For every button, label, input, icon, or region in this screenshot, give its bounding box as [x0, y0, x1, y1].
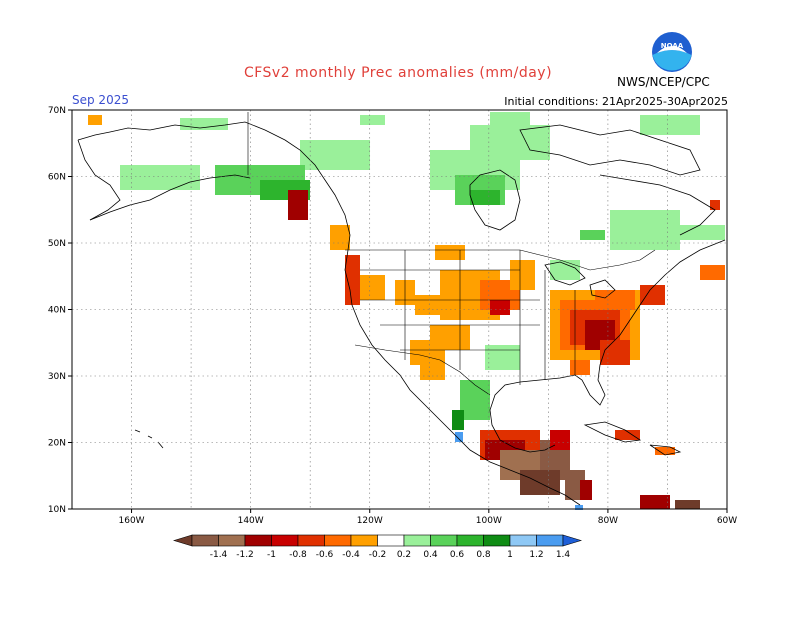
anomaly-cell: [640, 495, 670, 509]
anomaly-cell: [420, 360, 445, 380]
svg-text:NOAA: NOAA: [661, 42, 684, 50]
colorbar-label: -0.4: [342, 550, 360, 560]
colorbar-box: [456, 534, 484, 547]
anomaly-cell: [485, 345, 520, 370]
anomaly-cell: [550, 260, 580, 280]
anomaly-cell: [580, 480, 592, 500]
colorbar-label: -0.6: [316, 550, 334, 560]
lat-tick-label: 70N: [48, 106, 66, 116]
colorbar-label: 0.2: [397, 550, 411, 560]
anomaly-cell: [345, 255, 360, 305]
anomaly-cell: [575, 505, 583, 510]
anomaly-cell: [120, 165, 200, 190]
colorbar-box: [509, 534, 537, 547]
lat-tick-label: 50N: [48, 239, 66, 249]
colorbar-box: [350, 534, 378, 547]
colorbar-label: -0.2: [369, 550, 387, 560]
anomaly-cell: [490, 112, 530, 127]
anomaly-cell: [452, 410, 464, 430]
lat-tick-label: 60N: [48, 173, 66, 183]
anomaly-cell: [360, 275, 385, 300]
colorbar-min-arrow: [172, 534, 193, 547]
colorbar-box: [483, 534, 511, 547]
lon-tick-label: 80W: [598, 516, 618, 526]
lat-lon-grid: [72, 110, 727, 509]
anomaly-cell: [490, 300, 510, 315]
chart-title: CFSv2 monthly Prec anomalies (mm/day): [243, 65, 553, 81]
colorbar-box: [271, 534, 299, 547]
colorbar-label: 0.4: [423, 550, 438, 560]
colorbar-box: [430, 534, 458, 547]
anomaly-cell: [470, 125, 550, 160]
anomaly-cell: [360, 115, 385, 125]
political-borders: [247, 112, 656, 396]
colorbar-labels: -1.4 -1.2 -1 -0.8 -0.6 -0.4 -0.2 0.2 0.4 0.6 0.8 1 1…: [210, 550, 571, 560]
lat-tick-label: 40N: [48, 306, 66, 316]
anomaly-cell: [640, 115, 700, 135]
anomaly-cell: [640, 285, 665, 305]
colorbar-box: [244, 534, 272, 547]
lon-tick-label: 140W: [238, 516, 264, 526]
valid-month-label: Sep 2025: [72, 93, 129, 107]
lat-tick-label: 20N: [48, 439, 66, 449]
colorbar-label: 1.4: [556, 550, 571, 560]
anomaly-cell: [580, 230, 605, 240]
colorbar-label: -0.8: [289, 550, 307, 560]
colorbar-box: [218, 534, 246, 547]
anomaly-cell: [455, 432, 463, 442]
anomaly-cell: [300, 140, 370, 170]
lon-tick-label: 100W: [476, 516, 502, 526]
anomaly-cell: [520, 470, 560, 495]
colorbar-label: -1.2: [236, 550, 254, 560]
colorbar-label: 1: [507, 550, 513, 560]
coastlines: [77, 121, 726, 506]
axis-ticks: 160W 140W 120W 100W 80W 60W 70N 60N 50N 40N 30N 20N…: [48, 106, 737, 526]
initial-conditions-label: Initial conditions: 21Apr2025-30Apr2025: [504, 95, 728, 108]
lon-tick-label: 160W: [119, 516, 145, 526]
anomaly-cell: [615, 430, 640, 440]
anomaly-cell: [710, 200, 720, 210]
anomaly-cell: [330, 225, 350, 250]
anomaly-cell: [510, 260, 535, 290]
anomaly-cell: [600, 340, 630, 365]
lon-tick-label: 60W: [717, 516, 737, 526]
anomaly-cell: [655, 447, 675, 455]
colorbar-box: [536, 534, 564, 547]
agency-label: NWS/NCEP/CPC: [617, 75, 710, 89]
colorbar-label: 0.8: [476, 550, 491, 560]
anomaly-cell: [430, 325, 470, 350]
anomaly-cell: [700, 265, 725, 280]
lat-tick-label: 10N: [48, 505, 66, 515]
anomaly-cell: [288, 190, 308, 220]
colorbar-box: [324, 534, 352, 547]
anomaly-cell: [595, 290, 635, 310]
lat-tick-label: 30N: [48, 372, 66, 382]
colorbar-boxes: [172, 534, 583, 547]
anomaly-cell: [435, 245, 465, 260]
anomaly-cell: [610, 210, 680, 250]
anomaly-cell: [470, 190, 500, 205]
colorbar-label: -1.4: [210, 550, 228, 560]
noaa-logo-icon: NOAA: [652, 32, 692, 72]
anomaly-cell: [680, 225, 725, 240]
colorbar-box: [191, 534, 219, 547]
colorbar-max-arrow: [562, 534, 583, 547]
anomaly-cell: [675, 500, 700, 509]
anomaly-cell: [88, 115, 102, 125]
colorbar-box: [403, 534, 431, 547]
colorbar-box: [377, 534, 405, 547]
colorbar-box: [297, 534, 325, 547]
colorbar-label: 1.2: [529, 550, 543, 560]
anomaly-cell: [460, 380, 490, 420]
lon-tick-label: 120W: [357, 516, 383, 526]
colorbar-label: -1: [267, 550, 276, 560]
colorbar-label: 0.6: [450, 550, 465, 560]
